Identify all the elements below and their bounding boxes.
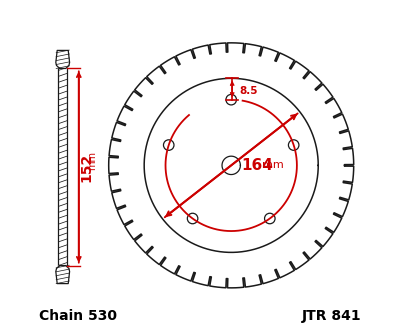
Polygon shape (56, 266, 70, 284)
Polygon shape (58, 68, 67, 266)
Polygon shape (109, 43, 354, 288)
Text: mm: mm (262, 160, 284, 170)
Polygon shape (144, 78, 318, 253)
Text: 164: 164 (241, 158, 273, 173)
Text: JTR 841: JTR 841 (301, 309, 361, 323)
Polygon shape (222, 156, 240, 175)
Circle shape (226, 95, 236, 105)
Circle shape (288, 140, 299, 150)
Text: mm: mm (88, 151, 98, 170)
Circle shape (187, 213, 198, 224)
Polygon shape (56, 50, 70, 62)
Text: 152: 152 (79, 152, 93, 182)
Text: 8.5: 8.5 (240, 86, 258, 96)
Circle shape (164, 140, 174, 150)
Polygon shape (56, 50, 70, 68)
Text: Chain 530: Chain 530 (39, 309, 117, 323)
Circle shape (264, 213, 275, 224)
